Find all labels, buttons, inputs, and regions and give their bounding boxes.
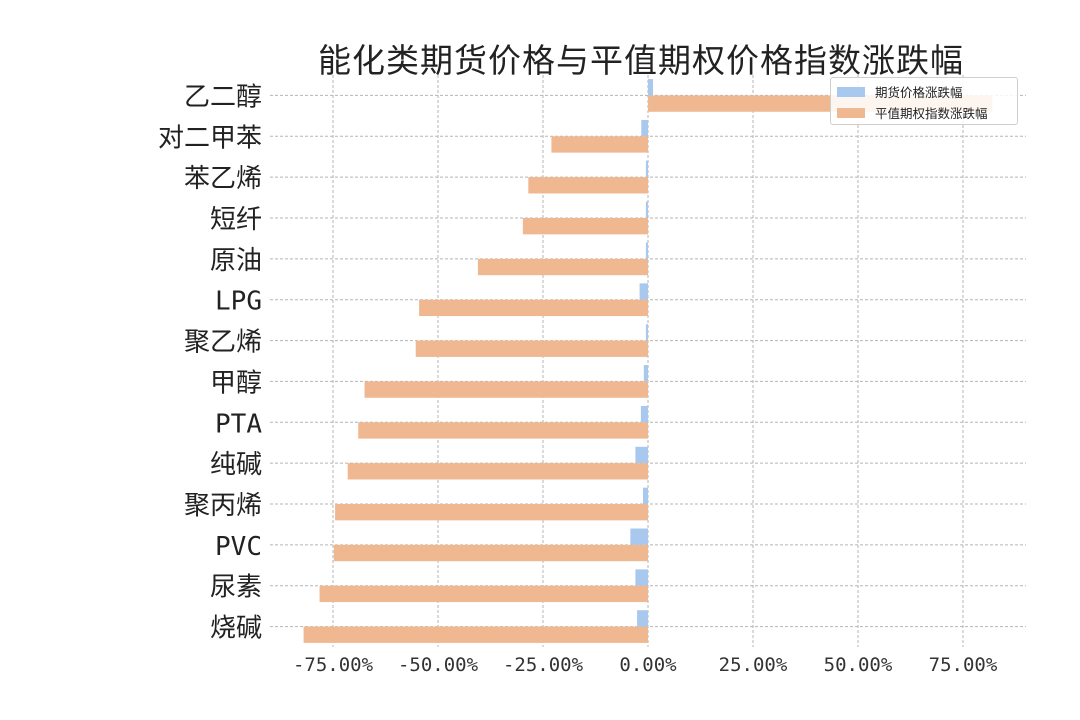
category-label: 尿素 — [210, 573, 262, 603]
category-label: LPG — [215, 287, 262, 317]
category-label: 聚丙烯 — [184, 491, 262, 521]
legend: 期货价格涨跌幅 平值期权指数涨跌幅 — [830, 77, 1018, 125]
option-index-bar — [358, 422, 648, 439]
option-index-bar — [303, 626, 648, 643]
option-index-bar — [551, 136, 648, 153]
category-label: 乙二醇 — [184, 82, 262, 112]
futures-bar — [642, 487, 648, 504]
futures-bar — [645, 324, 648, 341]
legend-label-options: 平值期权指数涨跌幅 — [875, 106, 988, 121]
futures-bar — [630, 528, 648, 545]
x-tick-label: 0.00% — [619, 654, 677, 676]
legend-swatch-options — [837, 107, 865, 118]
option-index-bar — [364, 381, 648, 398]
x-tick-label: -50.00% — [398, 654, 479, 676]
x-tick-label: 50.00% — [824, 654, 893, 676]
legend-item-options: 平值期权指数涨跌幅 — [837, 102, 1011, 123]
futures-bar — [648, 79, 654, 96]
option-index-bar — [419, 299, 648, 317]
futures-bar — [637, 610, 648, 627]
x-tick-label: -25.00% — [503, 654, 584, 676]
futures-bar — [645, 160, 648, 178]
category-label: 甲醇 — [210, 368, 262, 398]
category-label: 原油 — [210, 246, 262, 276]
x-tick-label: 25.00% — [719, 654, 788, 676]
futures-bar — [639, 283, 648, 300]
legend-item-futures: 期货价格涨跌幅 — [837, 81, 1011, 102]
category-label: PVC — [215, 532, 262, 562]
x-tick-label: -75.00% — [293, 654, 374, 676]
option-index-bar — [333, 544, 648, 562]
chart-title: 能化类期货价格与平值期权价格指数涨跌幅 — [318, 41, 964, 80]
category-label: 烧碱 — [210, 614, 262, 644]
option-index-bar — [347, 463, 648, 480]
futures-bar — [640, 405, 648, 423]
futures-bar — [645, 201, 648, 218]
category-label: 苯乙烯 — [184, 164, 262, 194]
category-label: 纯碱 — [210, 450, 262, 480]
category-label: 对二甲苯 — [158, 123, 262, 153]
futures-bar — [645, 242, 648, 259]
category-label: 聚乙烯 — [184, 328, 262, 358]
category-label: PTA — [215, 409, 262, 439]
option-index-bar — [522, 218, 648, 235]
option-index-bar — [319, 585, 648, 603]
legend-label-futures: 期货价格涨跌幅 — [875, 85, 963, 100]
category-label: 短纤 — [210, 205, 262, 235]
futures-bar — [635, 446, 648, 464]
futures-bar — [643, 365, 648, 382]
futures-bar — [641, 119, 648, 137]
option-index-bar — [477, 258, 648, 276]
option-index-bar — [415, 340, 648, 357]
legend-swatch-futures — [837, 86, 865, 97]
x-tick-labels: -75.00% -50.00% -25.00% 0.00% 25.00% 50.00% 75… — [293, 654, 998, 676]
option-index-bar — [528, 177, 648, 194]
option-index-bar — [335, 504, 648, 521]
futures-bar — [635, 569, 648, 586]
x-tick-label: 75.00% — [929, 654, 998, 676]
